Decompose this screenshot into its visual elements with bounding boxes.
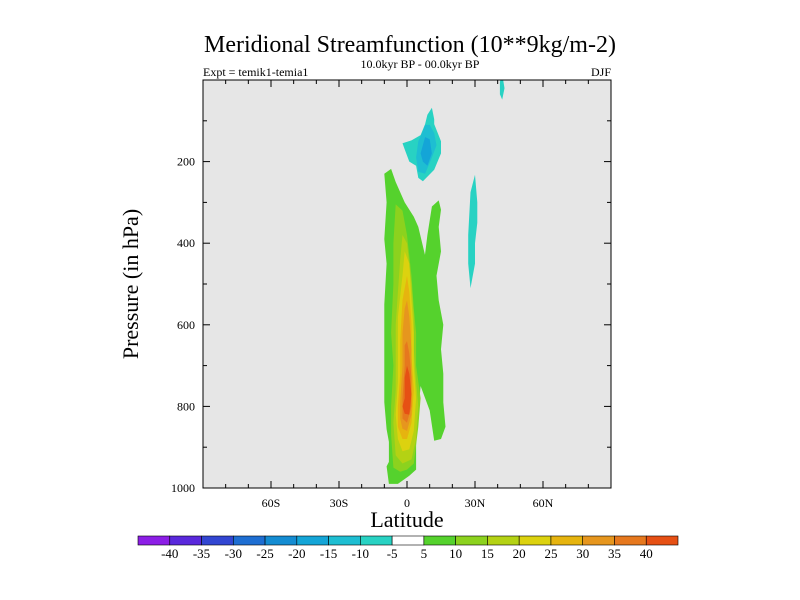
x-tick-label: 30S	[330, 496, 349, 510]
colorbar-box	[487, 535, 520, 546]
colorbar-box	[169, 535, 202, 546]
colorbar-label: -5	[387, 546, 398, 561]
y-axis-ticks: 200 400 600 800 1000	[171, 120, 611, 495]
contour-region-11	[468, 174, 478, 289]
y-tick-label: 800	[177, 399, 195, 413]
y-tick-label: 600	[177, 318, 195, 332]
colorbar-box	[582, 535, 615, 546]
colorbar-box	[201, 535, 234, 546]
colorbar-label: 10	[449, 546, 462, 561]
colorbar-label: 40	[640, 546, 653, 561]
experiment-label: Expt = temik1-temia1	[203, 65, 308, 79]
colorbar-box	[550, 535, 584, 546]
x-tick-label: 30N	[465, 496, 486, 510]
contour-region-12	[499, 80, 505, 100]
y-tick-label: 1000	[171, 481, 195, 495]
y-axis-label: Pressure (in hPa)	[118, 209, 143, 359]
colorbar-box	[391, 535, 425, 546]
contour-regions	[384, 80, 505, 484]
y-tick-label: 400	[177, 236, 195, 250]
y-tick-label: 200	[177, 155, 195, 169]
colorbar-label: 30	[576, 546, 589, 561]
colorbar-label: 15	[481, 546, 494, 561]
colorbar-box	[232, 535, 266, 546]
x-axis-ticks: 60S 30S 0 30N 60N	[225, 80, 589, 510]
colorbar-label: -40	[161, 546, 178, 561]
colorbar-label: -10	[352, 546, 369, 561]
colorbar-label: 5	[421, 546, 428, 561]
chart-title: Meridional Streamfunction (10**9kg/m-2)	[204, 32, 616, 58]
colorbar-label: 20	[513, 546, 526, 561]
colorbar-label: -30	[225, 546, 242, 561]
colorbar-box	[360, 535, 393, 546]
colorbar-box	[614, 535, 647, 546]
colorbar-label: -25	[256, 546, 273, 561]
season-label: DJF	[591, 65, 611, 79]
colorbar-box	[296, 535, 329, 546]
colorbar-label: -35	[193, 546, 210, 561]
colorbar: -40 -35 -30 -25 -20 -15 -10 -5 5 10 15 20 25 30 35 40	[137, 535, 679, 561]
contour-region-7	[402, 365, 412, 415]
period-label: 10.0kyr BP - 00.0kyr BP	[361, 57, 480, 71]
colorbar-box	[423, 535, 456, 546]
colorbar-label: 35	[608, 546, 621, 561]
colorbar-box	[328, 535, 361, 546]
colorbar-box	[264, 535, 298, 546]
x-axis-label: Latitude	[370, 507, 443, 532]
colorbar-label: -15	[320, 546, 337, 561]
contour-region-10	[420, 137, 432, 166]
colorbar-box	[455, 535, 488, 546]
x-tick-label: 0	[404, 496, 410, 510]
colorbar-label: -20	[288, 546, 305, 561]
x-tick-label: 60S	[262, 496, 281, 510]
colorbar-box	[137, 535, 171, 546]
colorbar-box	[518, 535, 552, 546]
colorbar-box	[645, 535, 679, 546]
colorbar-label: 25	[544, 546, 557, 561]
x-tick-label: 60N	[533, 496, 554, 510]
